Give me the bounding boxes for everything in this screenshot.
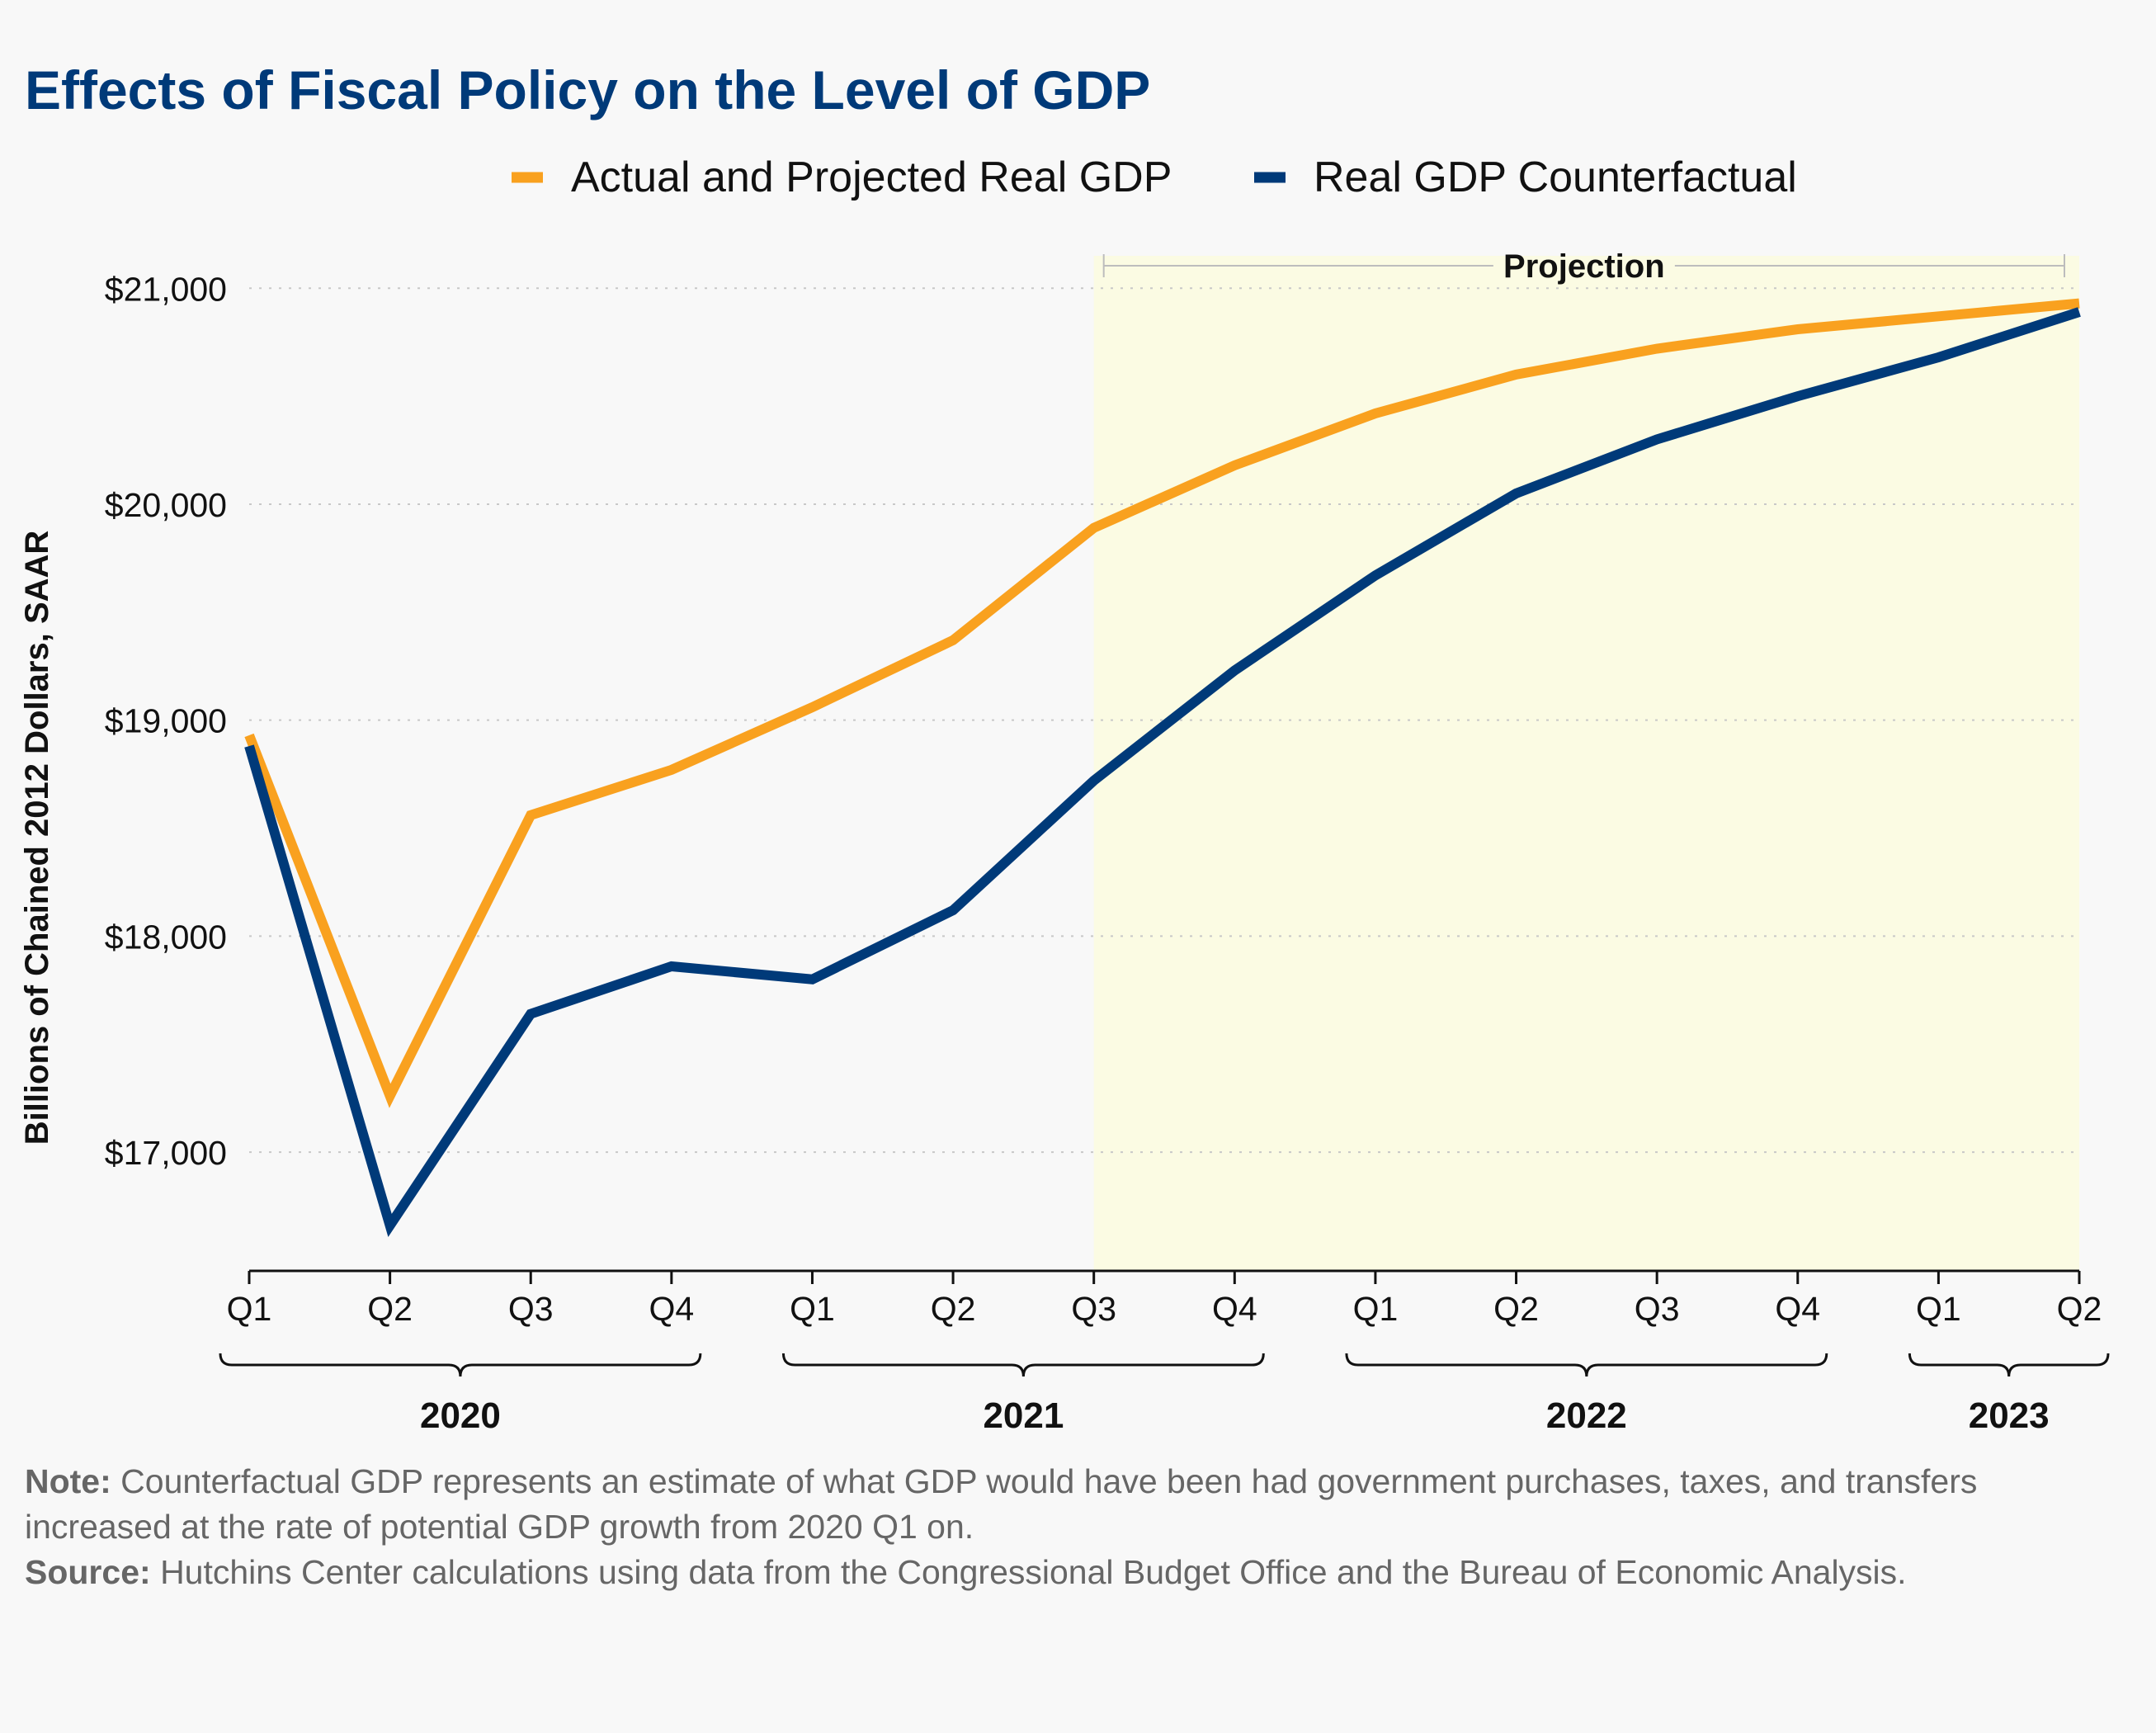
x-tick-label: Q2 xyxy=(931,1290,976,1328)
x-tick-label: Q1 xyxy=(790,1290,835,1328)
legend: Actual and Projected Real GDP Real GDP C… xyxy=(512,153,1797,201)
series-line-actual xyxy=(244,298,2080,1108)
footnotes: Note: Counterfactual GDP represents an e… xyxy=(25,1459,2005,1595)
x-tick-label: Q1 xyxy=(1916,1290,1961,1328)
series-lines xyxy=(244,298,2081,1238)
y-tick-label: $20,000 xyxy=(105,486,227,524)
x-tick-label: Q2 xyxy=(1493,1290,1539,1328)
year-label: 2023 xyxy=(1969,1395,2050,1436)
x-tick-label: Q4 xyxy=(649,1290,694,1328)
source-paragraph: Source: Hutchins Center calculations usi… xyxy=(25,1550,2005,1595)
projection-label: Projection xyxy=(1503,248,1665,285)
year-brace xyxy=(1345,1353,1828,1377)
x-tick-label: Q3 xyxy=(1071,1290,1116,1328)
x-tick-label: Q4 xyxy=(1775,1290,1820,1328)
y-tick-label: $18,000 xyxy=(105,918,227,956)
year-brace xyxy=(219,1353,702,1377)
note-label: Note: xyxy=(25,1462,111,1500)
year-brace xyxy=(781,1353,1265,1377)
projection-bracket xyxy=(1102,254,2065,277)
source-label: Source: xyxy=(25,1553,151,1591)
x-tick-label: Q3 xyxy=(508,1290,554,1328)
year-label: 2022 xyxy=(1546,1395,1627,1436)
gridlines xyxy=(249,287,2079,1154)
projection-region xyxy=(1093,256,2079,1271)
legend-label-counterfactual: Real GDP Counterfactual xyxy=(1314,153,1797,201)
year-label: 2020 xyxy=(420,1395,501,1436)
year-label: 2021 xyxy=(983,1395,1064,1436)
y-tick-label: $17,000 xyxy=(105,1134,227,1172)
x-axis-ticks: Q1 Q2 Q3 Q4 Q1 Q2 Q3 Q4 Q1 Q2 Q3 Q4 Q1 Q2 xyxy=(227,1271,2102,1328)
y-axis-label: Billions of Chained 2012 Dollars, SAAR xyxy=(19,531,55,1145)
note-paragraph: Note: Counterfactual GDP represents an e… xyxy=(25,1459,2005,1550)
x-tick-label: Q2 xyxy=(367,1290,413,1328)
x-tick-label: Q1 xyxy=(1353,1290,1399,1328)
y-axis-ticks: $17,000 $18,000 $19,000 $20,000 $21,000 xyxy=(105,270,227,1172)
chart-title: Effects of Fiscal Policy on the Level of… xyxy=(25,59,1150,120)
note-text: Counterfactual GDP represents an estimat… xyxy=(25,1462,1978,1546)
x-tick-label: Q2 xyxy=(2057,1290,2102,1328)
x-tick-label: Q1 xyxy=(227,1290,272,1328)
x-tick-label: Q3 xyxy=(1635,1290,1680,1328)
series-line-counterfactual xyxy=(244,307,2081,1238)
x-tick-label: Q4 xyxy=(1212,1290,1257,1328)
y-tick-label: $21,000 xyxy=(105,270,227,308)
legend-label-actual: Actual and Projected Real GDP xyxy=(571,153,1172,201)
year-brace xyxy=(1908,1353,2110,1377)
y-tick-label: $19,000 xyxy=(105,702,227,740)
year-groups: 2020 2021 2022 2023 xyxy=(219,1353,2110,1436)
source-text: Hutchins Center calculations using data … xyxy=(160,1553,1907,1591)
